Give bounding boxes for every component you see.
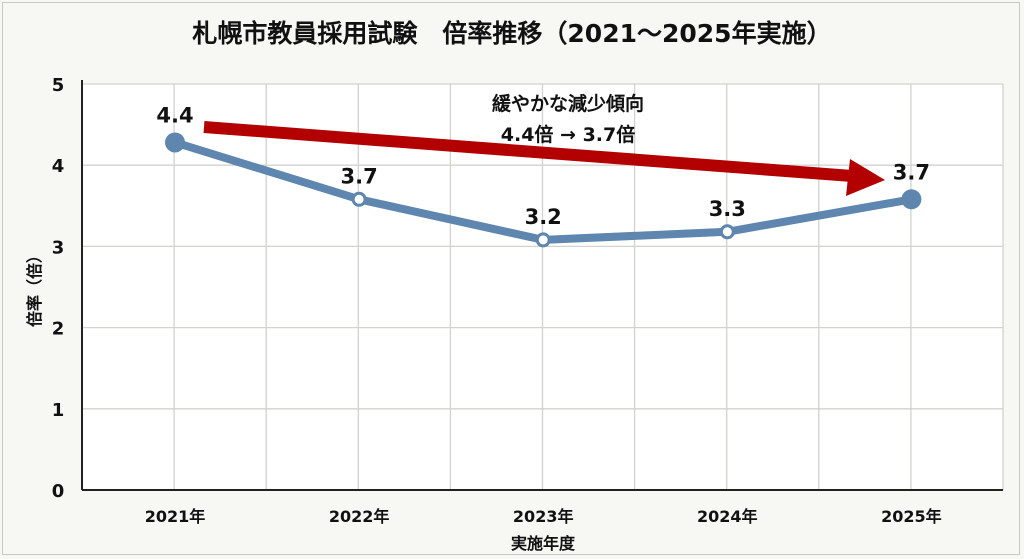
y-tick-label: 2 <box>52 319 65 340</box>
y-tick-label: 0 <box>52 481 65 502</box>
data-label: 3.7 <box>893 160 930 184</box>
x-tick-label: 2021年 <box>145 507 206 526</box>
data-point <box>901 189 922 210</box>
x-tick-label: 2025年 <box>881 507 942 526</box>
data-label: 3.3 <box>709 197 746 221</box>
y-tick-label: 3 <box>52 237 65 258</box>
y-tick-label: 4 <box>52 156 65 177</box>
x-axis-title: 実施年度 <box>511 534 576 553</box>
data-label: 3.2 <box>525 205 562 229</box>
y-tick-label: 1 <box>52 400 65 421</box>
data-point <box>535 232 551 248</box>
x-tick-label: 2024年 <box>697 507 758 526</box>
chart-title: 札幌市教員採用試験 倍率推移（2021〜2025年実施） <box>192 19 832 48</box>
annotation-line1: 緩やかな減少傾向 <box>492 92 644 115</box>
data-point <box>165 132 185 153</box>
data-label: 3.7 <box>340 164 377 188</box>
data-point <box>719 224 735 240</box>
annotation-line2: 4.4倍 → 3.7倍 <box>501 123 635 146</box>
data-point <box>351 191 367 207</box>
data-label: 4.4 <box>156 103 193 127</box>
y-axis-title: 倍率（倍） <box>25 247 44 327</box>
x-tick-label: 2022年 <box>329 507 390 526</box>
x-tick-label: 2023年 <box>513 507 574 526</box>
trend-arrow-head <box>846 159 885 196</box>
y-tick-label: 5 <box>52 75 65 96</box>
trend-arrow-shaft <box>203 121 853 182</box>
